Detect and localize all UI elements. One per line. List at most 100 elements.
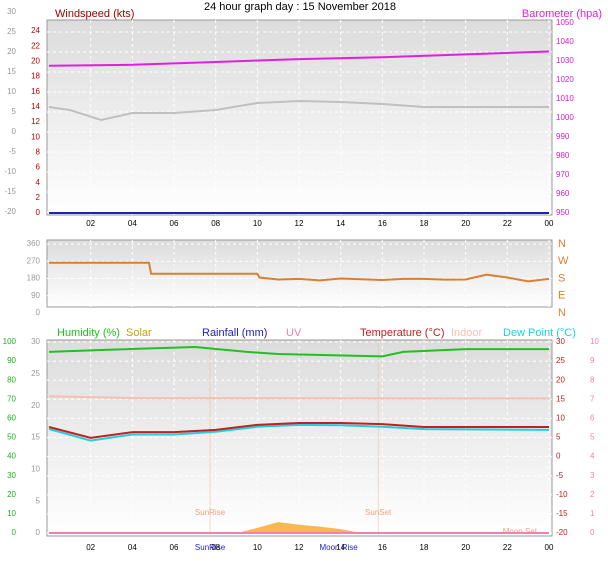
y2-tick-label: 25 bbox=[31, 369, 40, 378]
y-tick-label: 80 bbox=[7, 375, 16, 384]
x-tick-label: 14 bbox=[336, 543, 345, 552]
y3-tick-label: 1040 bbox=[556, 37, 574, 46]
y-tick-label: 60 bbox=[7, 414, 16, 423]
legend-label: UV bbox=[286, 327, 302, 339]
y3-tick-label: 1050 bbox=[556, 18, 574, 27]
y3-tick-label: 990 bbox=[556, 132, 570, 141]
y3-tick-label: 1030 bbox=[556, 56, 574, 65]
y-tick-label: 270 bbox=[27, 256, 41, 265]
y2-tick-label: 10 bbox=[31, 464, 40, 473]
x-tick-label: 10 bbox=[253, 219, 262, 228]
y2-tick-label: 15 bbox=[31, 433, 40, 442]
x-tick-label: 16 bbox=[378, 219, 387, 228]
page-title: 24 hour graph day : 15 November 2018 bbox=[204, 1, 396, 13]
event-label: Moon Rise bbox=[319, 543, 358, 552]
y-tick-label: 10 bbox=[7, 87, 16, 96]
line bbox=[48, 423, 550, 442]
y-tick-label: 0 bbox=[12, 127, 17, 136]
y4-tick-label: 6 bbox=[590, 414, 595, 423]
y3-tick-label: 1000 bbox=[556, 113, 574, 122]
y3-tick-label: 25 bbox=[556, 356, 565, 365]
x-tick-label: 14 bbox=[336, 219, 345, 228]
y-tick-label: 20 bbox=[7, 47, 16, 56]
y3-tick-label: 30 bbox=[556, 337, 565, 346]
y4-tick-label: 9 bbox=[590, 356, 595, 365]
y2-tick-label: 0 bbox=[36, 528, 41, 537]
x-tick-label: 04 bbox=[128, 219, 137, 228]
y-tick-label: -10 bbox=[4, 167, 16, 176]
y3-tick-label: 950 bbox=[556, 208, 570, 217]
x-tick-label: 08 bbox=[211, 543, 220, 552]
y2-tick-label: 18 bbox=[31, 72, 40, 81]
y3-tick-label: 0 bbox=[556, 452, 561, 461]
legend-label: Dew Point (°C) bbox=[503, 327, 576, 339]
y2-tick-label: 30 bbox=[31, 337, 40, 346]
y2-tick-label: 5 bbox=[36, 496, 41, 505]
y3-tick-label: 980 bbox=[556, 151, 570, 160]
x-tick-label: 20 bbox=[461, 219, 470, 228]
legend-label: Solar bbox=[126, 327, 152, 339]
line bbox=[48, 99, 549, 122]
x-tick-label: 10 bbox=[253, 543, 262, 552]
y3-tick-label: -10 bbox=[556, 490, 568, 499]
y-tick-label: 10 bbox=[7, 509, 16, 518]
y4-tick-label: 8 bbox=[590, 375, 595, 384]
y2-tick-label: N bbox=[558, 238, 566, 250]
y2-tick-label: S bbox=[558, 272, 565, 284]
x-tick-label: 04 bbox=[128, 543, 137, 552]
y-tick-label: -5 bbox=[9, 147, 17, 156]
y-tick-label: 40 bbox=[7, 452, 16, 461]
y2-tick-label: 2 bbox=[36, 193, 41, 202]
y2-tick-label: 12 bbox=[31, 117, 40, 126]
legend-label: Indoor bbox=[451, 327, 483, 339]
y4-tick-label: 10 bbox=[590, 337, 599, 346]
y-tick-label: 20 bbox=[7, 490, 16, 499]
y3-tick-label: -15 bbox=[556, 509, 568, 518]
y-tick-label: 15 bbox=[7, 67, 16, 76]
x-tick-label: 06 bbox=[170, 543, 179, 552]
y-tick-label: 50 bbox=[7, 433, 16, 442]
y2-tick-label: 0 bbox=[36, 208, 41, 217]
y2-tick-label: 16 bbox=[31, 87, 40, 96]
y-tick-label: 90 bbox=[31, 291, 40, 300]
y3-tick-label: -5 bbox=[556, 471, 564, 480]
line bbox=[48, 50, 550, 67]
y3-tick-label: 20 bbox=[556, 375, 565, 384]
y2-tick-label: 20 bbox=[31, 401, 40, 410]
event-label: SunRise bbox=[195, 543, 226, 552]
y2-tick-label: E bbox=[558, 290, 565, 302]
x-tick-label: 02 bbox=[86, 219, 95, 228]
y2-tick-label: 14 bbox=[31, 102, 40, 111]
y4-tick-label: 1 bbox=[590, 509, 595, 518]
x-tick-label: 18 bbox=[420, 219, 429, 228]
y2-tick-label: W bbox=[558, 255, 569, 267]
y2-tick-label: 4 bbox=[36, 178, 41, 187]
x-tick-label: 20 bbox=[461, 543, 470, 552]
y-tick-label: 25 bbox=[7, 27, 16, 36]
x-tick-label: 00 bbox=[545, 543, 554, 552]
x-tick-label: 08 bbox=[211, 219, 220, 228]
y2-tick-label: 10 bbox=[31, 132, 40, 141]
x-tick-label: 16 bbox=[378, 543, 387, 552]
line bbox=[49, 261, 550, 283]
legend-label: Temperature (°C) bbox=[360, 327, 444, 339]
y3-tick-label: 10 bbox=[556, 414, 565, 423]
x-tick-label: 06 bbox=[170, 219, 179, 228]
y3-tick-label: 960 bbox=[556, 189, 570, 198]
y4-tick-label: 0 bbox=[590, 528, 595, 537]
y-tick-label: 0 bbox=[12, 528, 17, 537]
y-tick-label: 5 bbox=[12, 107, 17, 116]
y4-tick-label: 2 bbox=[590, 490, 595, 499]
legend-label: Rainfall (mm) bbox=[202, 327, 267, 339]
event-label: Moon Set bbox=[503, 527, 538, 536]
y-tick-label: 180 bbox=[27, 274, 41, 283]
y-tick-label: 360 bbox=[27, 239, 41, 248]
legend-label: Windspeed (kts) bbox=[55, 8, 134, 20]
y2-tick-label: 8 bbox=[36, 147, 41, 156]
event-label: SunSet bbox=[365, 508, 392, 517]
y3-tick-label: 1020 bbox=[556, 75, 574, 84]
x-tick-label: 02 bbox=[86, 543, 95, 552]
legend-label: Barometer (hpa) bbox=[522, 8, 602, 20]
line bbox=[48, 421, 549, 439]
